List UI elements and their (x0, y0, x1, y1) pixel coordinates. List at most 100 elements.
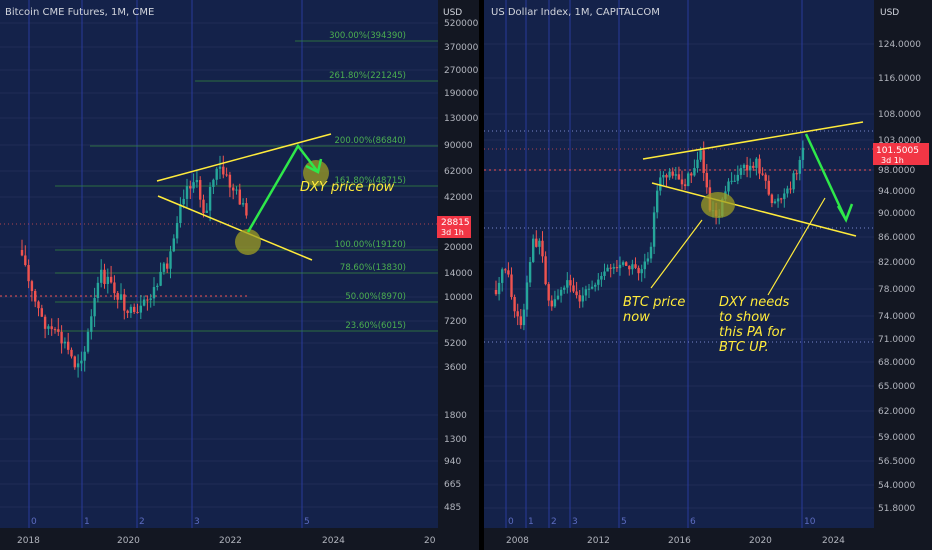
dxy-candle-body (652, 212, 656, 247)
left-period-marker: 2 (139, 517, 145, 527)
dxy-candle-body (662, 175, 665, 178)
dxy-candle-body (680, 179, 684, 185)
btc-candle-body (67, 341, 70, 350)
btc-candle-body (222, 166, 225, 175)
btc-candle-body (60, 331, 63, 344)
right-price-tick: 103.0000 (878, 136, 921, 146)
fib-level-label: 23.60%(6015) (345, 321, 406, 331)
right-price-tick: 65.0000 (878, 382, 915, 392)
dxy-candle-body (783, 193, 786, 200)
dxy-candle-body (789, 188, 792, 190)
btc-candle-body (40, 308, 43, 317)
btc-candle-body (30, 281, 34, 291)
left-time-tick: 2024 (322, 536, 345, 546)
left-projection-arrow (246, 143, 319, 233)
dxy-candle-body (798, 159, 801, 174)
dxy-candle-body (764, 174, 767, 181)
dxy-candle-body (528, 262, 532, 283)
btc-candle-body (232, 187, 235, 191)
right-period-marker: 6 (690, 517, 696, 527)
left-time-tick: 2020 (117, 536, 140, 546)
dxy-candle-body (600, 275, 603, 280)
left-time-axis[interactable]: 2018 2020 2022 2024 20 (17, 536, 436, 546)
left-time-tick: 20 (424, 536, 436, 546)
dxy-needs-note-line2: to show (719, 310, 770, 325)
right-price-tick: 71.0000 (878, 335, 915, 345)
dxy-candle-body (581, 295, 584, 302)
dxy-candle-body (792, 173, 795, 190)
left-period-marker: 5 (304, 517, 310, 527)
dxy-candle-body (584, 289, 588, 296)
fib-level-label: 161.80%(48715) (335, 176, 407, 186)
dxy-candle-body (646, 258, 650, 262)
dxy-candle-body (671, 171, 674, 176)
dxy-candle-body (770, 194, 774, 204)
dxy-candle-body (538, 240, 541, 247)
dxy-candle-body (739, 168, 743, 175)
dxy-candle-body (525, 282, 529, 310)
dxy-candle-body (510, 274, 513, 298)
left-candles (20, 155, 248, 378)
left-last-price-countdown: 3d 1h (441, 228, 464, 237)
left-axis-unit: USD (443, 8, 462, 18)
left-price-tick: 485 (444, 503, 461, 513)
left-price-tick: 270000 (444, 66, 479, 76)
dxy-candle-body (497, 282, 501, 295)
left-price-tick: 940 (444, 457, 461, 467)
btc-candle-body (152, 287, 156, 299)
dxy-candle-body (693, 168, 696, 176)
dxy-candle-body (690, 173, 693, 176)
left-price-tick: 10000 (444, 293, 473, 303)
dxy-candle-body (637, 267, 640, 274)
left-price-tick: 190000 (444, 89, 479, 99)
right-price-tick: 94.0000 (878, 187, 915, 197)
left-last-price-tag: 28815 3d 1h (437, 216, 471, 238)
btc-candle-body (179, 204, 182, 224)
fib-level-label: 100.00%(19120) (335, 240, 407, 250)
right-time-tick: 2012 (587, 536, 610, 546)
left-plot-area[interactable] (0, 0, 438, 528)
right-candles (494, 140, 805, 331)
right-plot-area[interactable] (484, 0, 874, 528)
right-price-tick: 51.8000 (878, 504, 915, 514)
btc-candle-body (96, 282, 100, 299)
dxy-candle-body (801, 147, 805, 160)
btc-candle-body (172, 238, 175, 252)
btc-candle-body (20, 250, 24, 256)
right-price-tick: 98.0000 (878, 166, 915, 176)
dxy-candle-body (773, 201, 777, 204)
left-chart-title: Bitcoin CME Futures, 1M, CME (5, 7, 154, 18)
dxy-candle-body (594, 284, 597, 287)
btc-candle-body (185, 186, 189, 199)
pane-separator[interactable] (479, 0, 484, 550)
right-price-axis[interactable]: USD 124.0000 116.0000 108.0000 103.0000 98.0… (878, 8, 921, 514)
right-price-tick: 59.0000 (878, 433, 915, 443)
left-price-tick: 3600 (444, 363, 467, 373)
btc-candle-body (235, 189, 238, 191)
dxy-candle-body (547, 284, 550, 301)
right-price-tick: 116.0000 (878, 74, 921, 84)
right-last-price: 101.5005 (876, 146, 919, 156)
dxy-candle-body (699, 150, 702, 160)
btc-candle-body (182, 198, 185, 205)
dxy-candle-body (575, 291, 578, 296)
btc-candle-body (189, 186, 192, 189)
right-arrowhead (836, 203, 854, 223)
left-price-axis[interactable]: USD 520000 370000 270000 190000 130000 90000 6… (443, 8, 479, 513)
right-drawings (642, 121, 864, 296)
dxy-candle-body (758, 158, 761, 174)
dxy-candle-body (532, 238, 535, 263)
right-channel-lower (651, 182, 857, 237)
dxy-candle-body (590, 286, 594, 289)
left-price-tick: 20000 (444, 243, 473, 253)
dxy-candle-body (730, 180, 733, 182)
right-time-axis[interactable]: 2008 2012 2016 2020 2024 (506, 536, 845, 546)
left-time-tick: 2022 (219, 536, 242, 546)
btc-candle-body (146, 299, 149, 301)
dxy-candle-body (513, 297, 516, 312)
dxy-candle-body (501, 269, 504, 283)
btc-candle-body (50, 326, 53, 330)
dxy-candle-body (618, 264, 622, 269)
btc-candle-body (175, 223, 179, 239)
